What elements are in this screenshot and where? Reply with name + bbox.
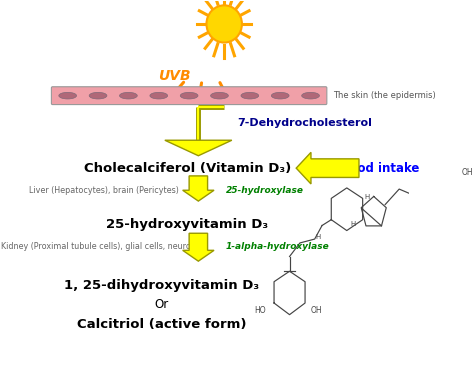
Ellipse shape [271,92,289,99]
FancyBboxPatch shape [51,87,327,105]
Text: Or: Or [155,298,169,312]
Text: The skin (the epidermis): The skin (the epidermis) [333,91,436,100]
Text: Liver (Hepatocytes), brain (Pericytes): Liver (Hepatocytes), brain (Pericytes) [29,186,179,195]
Text: Cholecalciferol (Vitamin D₃): Cholecalciferol (Vitamin D₃) [83,162,291,175]
Text: HO: HO [254,305,266,315]
Circle shape [207,5,242,42]
Text: H: H [365,194,370,200]
Ellipse shape [301,92,319,99]
Text: Calcitriol (active form): Calcitriol (active form) [77,318,246,331]
Ellipse shape [241,92,259,99]
Ellipse shape [180,92,198,99]
Text: Food intake: Food intake [342,162,420,175]
Text: 25-hydroxylase: 25-hydroxylase [226,186,304,195]
Text: H: H [351,221,356,227]
Text: 7-Dehydrocholesterol: 7-Dehydrocholesterol [237,118,372,128]
Text: UVB: UVB [158,69,191,83]
Text: OH: OH [462,168,474,177]
Ellipse shape [150,92,168,99]
Text: 1-alpha-hydroxylase: 1-alpha-hydroxylase [226,242,330,251]
Text: 1, 25-dihydroxyvitamin D₃: 1, 25-dihydroxyvitamin D₃ [64,279,259,292]
Ellipse shape [119,92,137,99]
FancyArrow shape [182,233,214,261]
Text: H: H [315,234,320,240]
Polygon shape [165,140,232,156]
Ellipse shape [210,92,228,99]
Ellipse shape [59,92,76,99]
FancyArrow shape [296,152,359,184]
Text: Kidney (Proximal tubule cells), glial cells, neurons: Kidney (Proximal tubule cells), glial ce… [1,242,200,251]
FancyArrow shape [182,176,214,201]
Text: OH: OH [310,305,322,315]
Ellipse shape [89,92,107,99]
Text: 25-hydroxyvitamin D₃: 25-hydroxyvitamin D₃ [106,218,268,231]
